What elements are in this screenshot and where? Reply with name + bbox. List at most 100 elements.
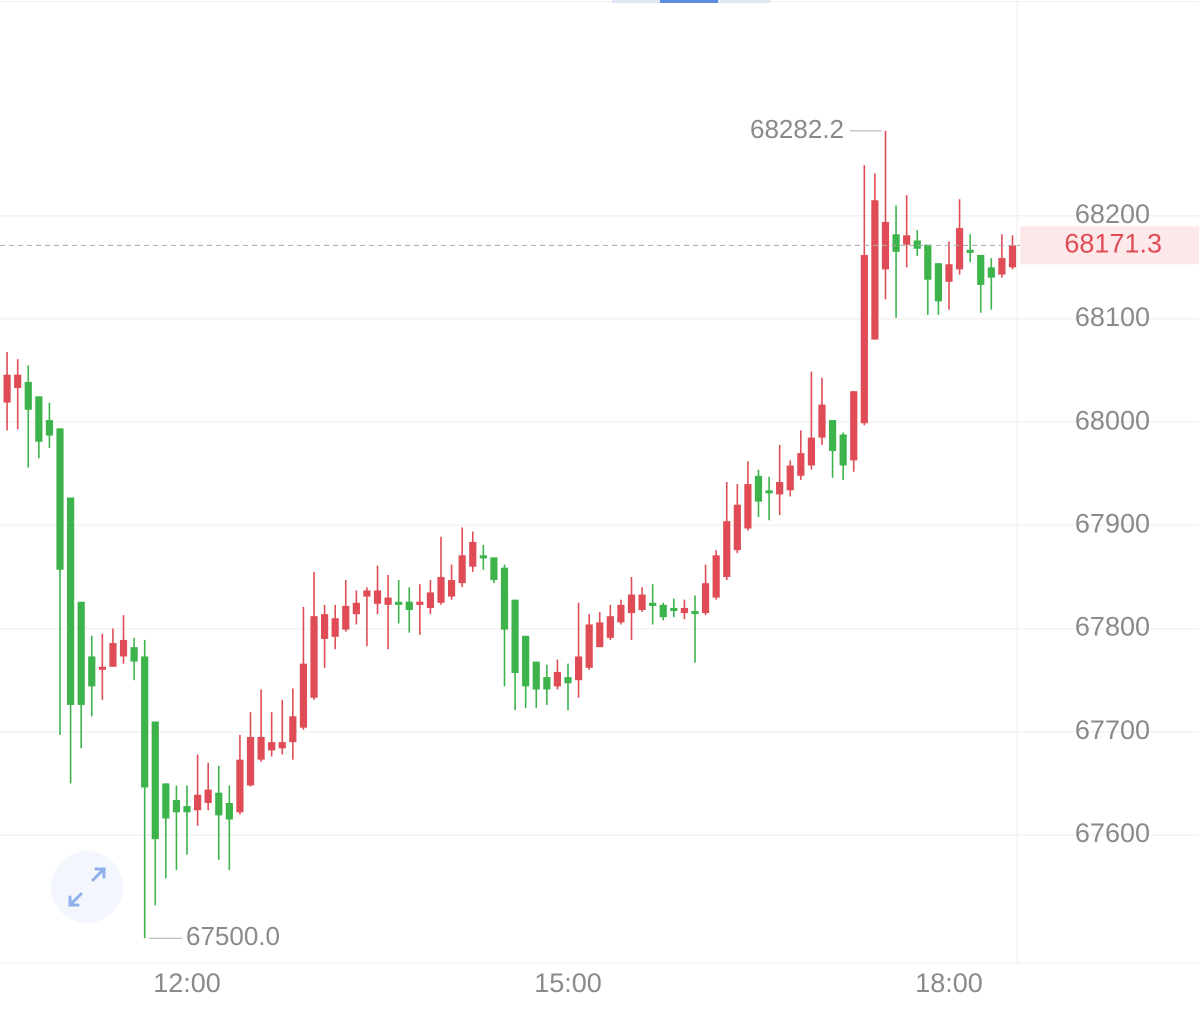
- x-tick-label: 12:00: [153, 968, 221, 998]
- candle-body: [987, 267, 995, 278]
- candle-body: [437, 576, 445, 603]
- candle-body: [246, 736, 255, 786]
- candle-body: [320, 614, 329, 639]
- candle-body: [998, 258, 1006, 275]
- candle-body: [342, 605, 350, 630]
- candle-body: [426, 592, 435, 608]
- candle-body: [670, 607, 678, 612]
- candle-body: [924, 244, 932, 280]
- candle-body: [733, 504, 741, 551]
- candle-body: [776, 482, 784, 495]
- candle-body: [1008, 245, 1017, 268]
- candle-body: [130, 647, 138, 662]
- y-tick-label: 67900: [1075, 508, 1150, 538]
- candle-body: [490, 557, 498, 581]
- candle-body: [649, 602, 657, 606]
- y-tick-label: 67700: [1075, 715, 1150, 745]
- expand-button[interactable]: [51, 851, 123, 923]
- candle-body: [236, 759, 244, 813]
- candle-body: [585, 624, 593, 668]
- candle-body: [966, 249, 974, 253]
- candle-body: [860, 254, 868, 424]
- candle-body: [469, 541, 477, 567]
- candle-body: [310, 616, 318, 698]
- candle-body: [627, 594, 636, 614]
- candle-body: [98, 666, 106, 670]
- candle-body: [977, 254, 985, 285]
- max-label: 68282.2: [750, 114, 844, 144]
- y-tick-label: 68200: [1075, 199, 1150, 229]
- candle-body: [606, 616, 614, 638]
- candle-body: [701, 583, 710, 614]
- candle-body: [818, 404, 826, 438]
- candle-body: [786, 465, 794, 491]
- candle-body: [172, 799, 181, 813]
- candle-body: [193, 794, 202, 811]
- expand-circle[interactable]: [51, 851, 123, 923]
- candle-body: [828, 420, 837, 452]
- candle-body: [35, 396, 43, 442]
- candle-body: [564, 677, 572, 684]
- candle-body: [754, 475, 763, 502]
- candle-body: [659, 604, 667, 618]
- last-price-label: 68171.3: [1064, 228, 1162, 258]
- candle-body: [289, 716, 297, 743]
- candle-body: [797, 453, 805, 476]
- candle-body: [574, 656, 583, 681]
- candle-body: [119, 639, 128, 657]
- candle-body: [871, 200, 879, 340]
- candle-body: [278, 742, 286, 749]
- candle-body: [416, 601, 424, 605]
- candle-body: [744, 484, 752, 529]
- candle-body: [712, 555, 720, 598]
- candle-body: [88, 656, 96, 687]
- candle-body: [204, 789, 212, 804]
- min-label: 67500.0: [186, 921, 280, 951]
- expand-icon[interactable]: [68, 867, 106, 907]
- candle-body: [691, 611, 699, 615]
- y-tick-label: 68100: [1075, 302, 1150, 332]
- candle-body: [77, 601, 85, 705]
- candle-body: [839, 434, 847, 466]
- candle-body: [384, 597, 392, 605]
- candle-body: [500, 567, 509, 630]
- candle-body: [225, 803, 233, 820]
- candle-body: [850, 391, 858, 461]
- y-tick-label: 67800: [1075, 612, 1150, 642]
- candle-body: [162, 783, 170, 819]
- candle-body: [479, 555, 487, 559]
- candle-body: [141, 656, 149, 788]
- candle-body: [532, 661, 540, 690]
- candle-body: [617, 604, 625, 623]
- candle-body: [151, 721, 159, 840]
- last-price-bg: [1020, 226, 1199, 265]
- candle-body: [3, 374, 11, 403]
- candle-body: [56, 428, 64, 570]
- candle-body: [268, 742, 276, 751]
- plot: 67600 67700 67800 67900 68000 68100 68200 12:00…: [0, 114, 1199, 998]
- candle-body: [109, 643, 117, 667]
- candle-body: [257, 736, 265, 760]
- candle-body: [183, 806, 191, 813]
- candle-body: [405, 601, 413, 611]
- candle-body: [66, 497, 75, 705]
- tab-indicator: [660, 0, 718, 3]
- candle-body: [45, 420, 54, 436]
- candle-body: [543, 677, 551, 690]
- candle-body: [447, 580, 456, 597]
- candle-body: [765, 490, 773, 494]
- candle-body: [522, 635, 530, 687]
- candle-body: [934, 263, 943, 302]
- candle-body: [807, 437, 816, 466]
- candle-body: [723, 521, 731, 577]
- candle-body: [913, 240, 921, 249]
- candle-body: [596, 622, 604, 648]
- candle-body: [363, 590, 371, 597]
- candle-body: [955, 228, 964, 270]
- x-tick-label: 18:00: [915, 968, 983, 998]
- candle-body: [373, 590, 382, 604]
- candle-body: [215, 792, 223, 816]
- y-tick-label: 67600: [1075, 818, 1150, 848]
